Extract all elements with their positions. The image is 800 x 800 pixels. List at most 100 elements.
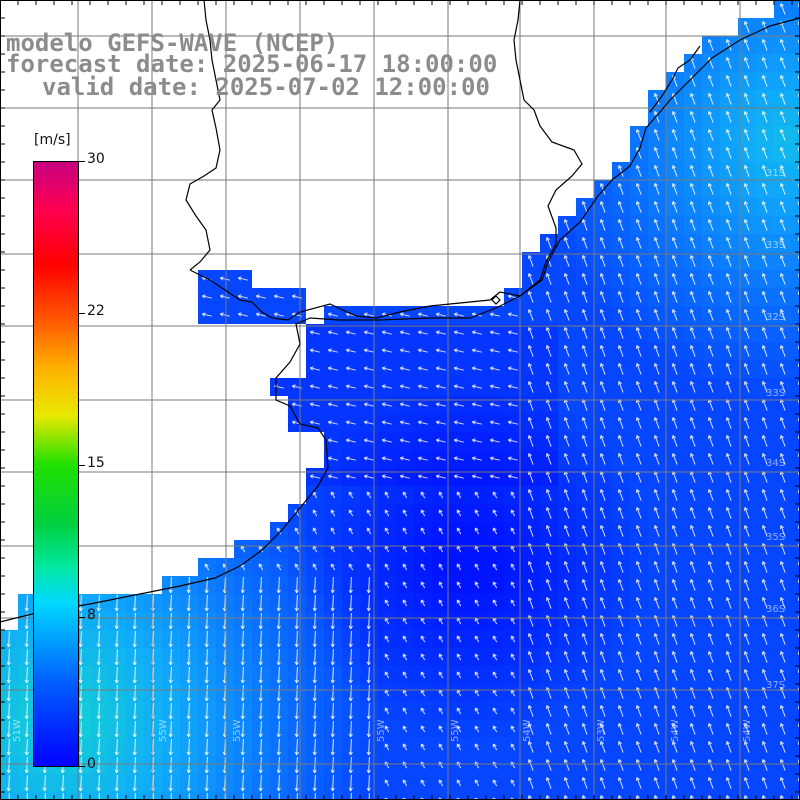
wind-arrow <box>635 723 642 735</box>
wind-arrow <box>743 291 750 303</box>
wind-arrow <box>527 651 534 663</box>
wind-arrow <box>707 525 714 537</box>
wind-arrow <box>689 309 696 321</box>
wind-arrow <box>725 147 732 159</box>
wind-arrow <box>635 759 642 771</box>
wind-arrow <box>761 381 768 393</box>
wind-arrow <box>761 489 768 501</box>
wind-arrow <box>474 779 480 787</box>
wind-arrow <box>492 563 498 571</box>
wind-arrow <box>527 525 534 537</box>
longitude-label: 54W <box>670 719 681 742</box>
wind-arrow <box>363 438 374 443</box>
wind-arrow <box>327 384 338 389</box>
wind-arrow <box>725 201 732 213</box>
wind-arrow <box>276 738 281 756</box>
wind-arrow <box>420 635 426 643</box>
wind-arrow <box>707 435 714 447</box>
wind-arrow <box>563 651 570 663</box>
wind-arrow <box>581 651 588 663</box>
ocean-cell <box>774 792 792 800</box>
wind-arrow <box>96 648 101 666</box>
wind-arrow <box>779 3 786 15</box>
wind-arrow <box>276 684 281 702</box>
wind-arrow <box>545 345 552 357</box>
wind-arrow <box>438 527 444 535</box>
wind-arrow <box>240 666 245 684</box>
wind-arrow <box>743 309 750 321</box>
wind-arrow <box>707 273 714 285</box>
wind-arrow <box>761 651 768 663</box>
wind-arrow <box>743 777 750 789</box>
wind-arrow <box>581 759 588 771</box>
ocean-cell <box>792 396 800 414</box>
wind-arrow <box>6 756 11 774</box>
wind-arrow <box>132 594 137 612</box>
wind-arrow <box>6 738 11 756</box>
wind-arrow <box>201 294 212 299</box>
ocean-cell <box>432 792 450 800</box>
wind-arrow <box>527 795 532 800</box>
wind-arrow <box>635 525 642 537</box>
wind-arrow <box>474 635 480 643</box>
wind-arrow <box>186 684 191 702</box>
wind-arrow <box>402 599 408 607</box>
wind-arrow <box>671 381 678 393</box>
wind-arrow <box>96 702 101 720</box>
wind-arrow <box>510 563 516 571</box>
wind-arrow <box>438 707 444 715</box>
wind-arrow <box>456 527 462 535</box>
wind-arrow <box>779 669 786 681</box>
wind-arrow <box>689 201 696 213</box>
wind-arrow <box>527 561 534 573</box>
wind-arrow <box>581 723 588 735</box>
wind-arrow <box>312 630 317 648</box>
wind-arrow <box>527 597 534 609</box>
wind-arrow <box>761 417 768 429</box>
wind-arrow <box>186 648 191 666</box>
colorbar-tick-label: 8 <box>87 607 96 623</box>
wind-arrow <box>507 474 518 479</box>
wind-arrow <box>617 417 624 429</box>
ocean-cell <box>792 468 800 486</box>
wind-arrow <box>489 384 500 389</box>
wind-arrow <box>671 183 678 195</box>
wind-arrow <box>779 381 786 393</box>
wind-arrow <box>761 597 768 609</box>
wind-arrow <box>689 93 696 105</box>
wind-arrow <box>689 273 696 285</box>
wind-arrow <box>152 792 154 800</box>
wind-arrow <box>96 630 101 648</box>
wind-arrow <box>671 741 678 753</box>
wind-arrow <box>471 420 482 425</box>
wind-arrow <box>312 527 318 535</box>
wind-arrow <box>327 366 338 371</box>
wind-arrow <box>402 707 408 715</box>
wind-arrow <box>312 684 317 702</box>
wind-arrow <box>186 774 191 792</box>
wind-arrow <box>761 633 768 645</box>
wind-arrow <box>204 684 209 702</box>
wind-arrow <box>204 720 209 738</box>
wind-arrow <box>276 563 282 571</box>
longitude-label: 55W <box>158 719 169 742</box>
ocean-cell <box>468 792 486 800</box>
wind-arrow <box>384 653 390 661</box>
ocean-cell <box>756 792 774 800</box>
wind-arrow <box>761 237 768 249</box>
wind-arrow <box>581 795 586 800</box>
wind-arrow <box>348 720 353 738</box>
ocean-cell <box>792 702 800 720</box>
wind-arrow <box>653 165 660 177</box>
colorbar-tick-label: 30 <box>87 151 105 167</box>
ocean-cell <box>486 792 504 800</box>
wind-arrow <box>653 525 660 537</box>
wind-arrow <box>653 219 660 231</box>
wind-arrow <box>132 756 137 774</box>
wind-arrow <box>510 707 516 715</box>
wind-arrow <box>617 435 624 447</box>
wind-arrow <box>62 792 64 800</box>
wind-arrow <box>581 525 588 537</box>
latitude-label: 35S <box>766 532 786 543</box>
wind-arrow <box>471 384 482 389</box>
